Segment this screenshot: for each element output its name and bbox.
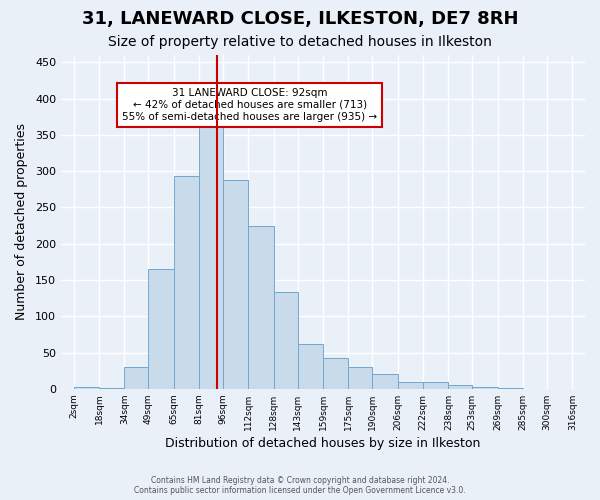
Bar [199, 120, 223, 389]
Bar [497, 388, 523, 389]
Bar [148, 269, 173, 389]
Bar [323, 358, 349, 389]
Bar [223, 180, 248, 389]
Text: Contains HM Land Registry data © Crown copyright and database right 2024.
Contai: Contains HM Land Registry data © Crown c… [134, 476, 466, 495]
Bar [398, 382, 423, 389]
Bar [124, 367, 148, 389]
Bar [99, 388, 124, 389]
X-axis label: Distribution of detached houses by size in Ilkeston: Distribution of detached houses by size … [165, 437, 481, 450]
Y-axis label: Number of detached properties: Number of detached properties [15, 124, 28, 320]
Bar [423, 382, 448, 389]
Text: 31, LANEWARD CLOSE, ILKESTON, DE7 8RH: 31, LANEWARD CLOSE, ILKESTON, DE7 8RH [82, 10, 518, 28]
Bar [372, 374, 398, 389]
Bar [74, 388, 99, 389]
Text: 31 LANEWARD CLOSE: 92sqm
← 42% of detached houses are smaller (713)
55% of semi-: 31 LANEWARD CLOSE: 92sqm ← 42% of detach… [122, 88, 377, 122]
Bar [472, 386, 497, 389]
Text: Size of property relative to detached houses in Ilkeston: Size of property relative to detached ho… [108, 35, 492, 49]
Bar [448, 385, 472, 389]
Bar [349, 367, 372, 389]
Bar [274, 292, 298, 389]
Bar [248, 226, 274, 389]
Bar [173, 176, 199, 389]
Bar [298, 344, 323, 389]
